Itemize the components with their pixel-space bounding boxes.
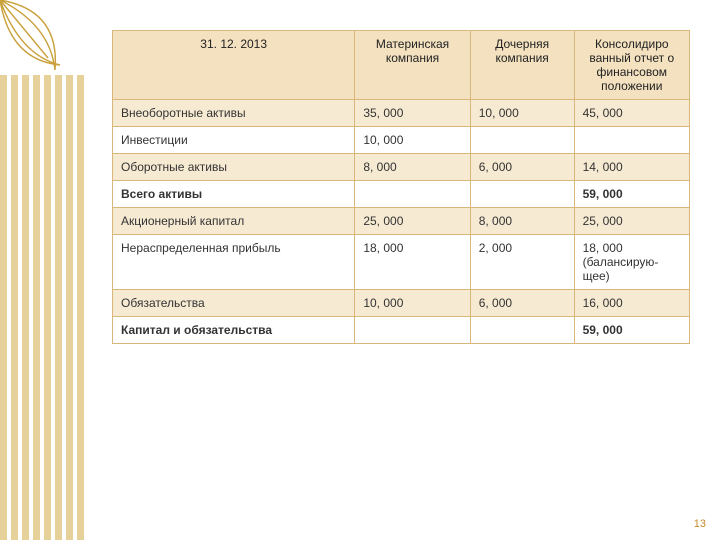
row-value: 8, 000 <box>470 208 574 235</box>
row-value: 59, 000 <box>574 317 689 344</box>
row-label: Инвестиции <box>113 127 355 154</box>
row-value: 25, 000 <box>355 208 470 235</box>
row-label: Всего активы <box>113 181 355 208</box>
balance-table: 31. 12. 2013 Материнская компания Дочерн… <box>112 30 690 344</box>
table-row: Оборотные активы8, 0006, 00014, 000 <box>113 154 690 181</box>
table-row: Нераспределенная прибыль18, 0002, 00018,… <box>113 235 690 290</box>
col-header-date: 31. 12. 2013 <box>113 31 355 100</box>
row-value: 6, 000 <box>470 290 574 317</box>
row-value: 10, 000 <box>470 100 574 127</box>
row-value: 25, 000 <box>574 208 689 235</box>
row-label: Внеоборотные активы <box>113 100 355 127</box>
row-label: Капитал и обязательства <box>113 317 355 344</box>
col-header-parent: Материнская компания <box>355 31 470 100</box>
row-value <box>470 181 574 208</box>
row-value <box>355 317 470 344</box>
table-row: Инвестиции10, 000 <box>113 127 690 154</box>
row-value <box>574 127 689 154</box>
table-row: Акционерный капитал25, 0008, 00025, 000 <box>113 208 690 235</box>
balance-table-container: 31. 12. 2013 Материнская компания Дочерн… <box>112 30 690 344</box>
table-body: Внеоборотные активы35, 00010, 00045, 000… <box>113 100 690 344</box>
row-value: 18, 000 (балансирую­щее) <box>574 235 689 290</box>
col-header-consol: Консолидиро ванный отчет о финансовом по… <box>574 31 689 100</box>
page-number: 13 <box>694 518 706 530</box>
table-row: Всего активы 59, 000 <box>113 181 690 208</box>
row-value: 2, 000 <box>470 235 574 290</box>
row-value: 14, 000 <box>574 154 689 181</box>
row-value: 18, 000 <box>355 235 470 290</box>
corner-decoration <box>0 0 110 540</box>
table-row: Капитал и обязательства 59, 000 <box>113 317 690 344</box>
row-value: 10, 000 <box>355 290 470 317</box>
row-value <box>470 317 574 344</box>
row-value: 8, 000 <box>355 154 470 181</box>
row-value: 6, 000 <box>470 154 574 181</box>
row-value: 16, 000 <box>574 290 689 317</box>
row-value: 35, 000 <box>355 100 470 127</box>
row-value: 10, 000 <box>355 127 470 154</box>
row-label: Обязательства <box>113 290 355 317</box>
row-label: Нераспределенная прибыль <box>113 235 355 290</box>
row-value: 45, 000 <box>574 100 689 127</box>
col-header-sub: Дочерняя компания <box>470 31 574 100</box>
row-value <box>355 181 470 208</box>
row-label: Акционерный капитал <box>113 208 355 235</box>
table-header-row: 31. 12. 2013 Материнская компания Дочерн… <box>113 31 690 100</box>
row-value <box>470 127 574 154</box>
row-value: 59, 000 <box>574 181 689 208</box>
table-row: Внеоборотные активы35, 00010, 00045, 000 <box>113 100 690 127</box>
table-row: Обязательства10, 0006, 00016, 000 <box>113 290 690 317</box>
row-label: Оборотные активы <box>113 154 355 181</box>
